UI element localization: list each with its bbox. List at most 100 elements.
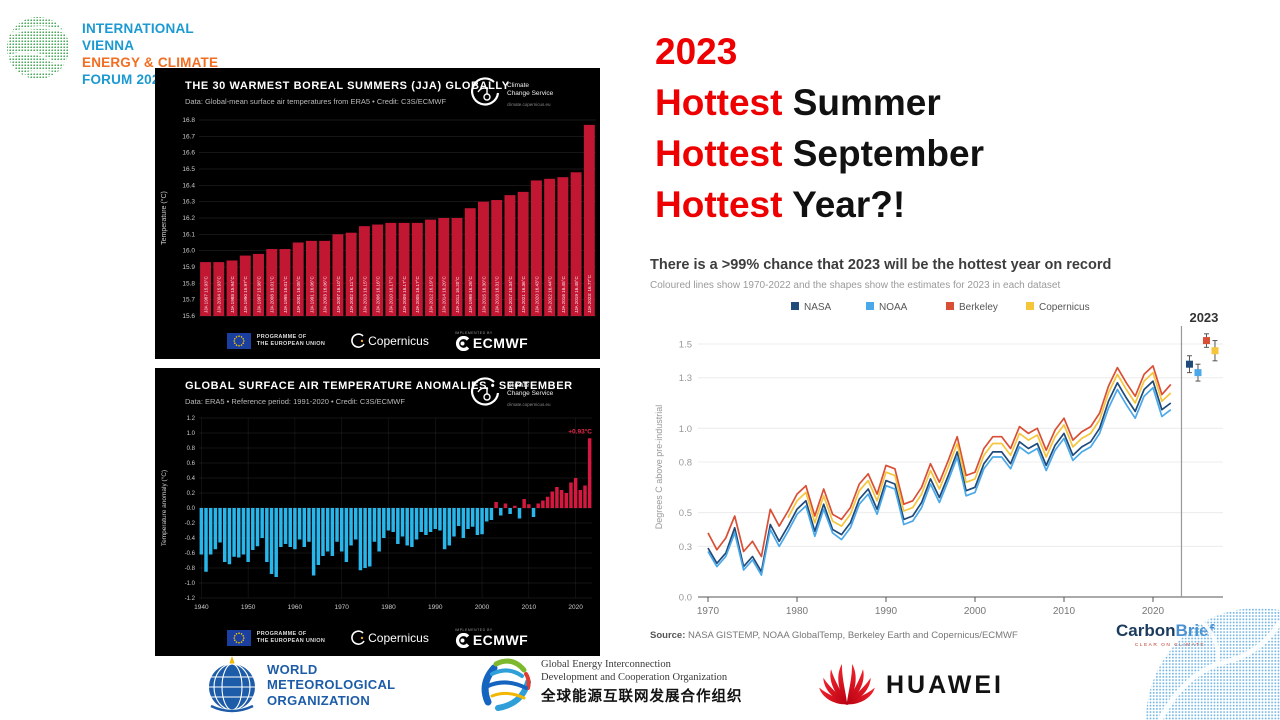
- copernicus-logo: Copernicus: [351, 630, 429, 646]
- svg-text:15.6: 15.6: [182, 313, 195, 320]
- copernicus-wordmark: Copernicus: [368, 631, 429, 645]
- svg-text:JJA 2021 16.36°C: JJA 2021 16.36°C: [521, 275, 526, 313]
- svg-text:0.5: 0.5: [679, 508, 692, 519]
- svg-text:JJA 1991 16.06°C: JJA 1991 16.06°C: [309, 275, 314, 313]
- wmo-name-line3: ORGANIZATION: [267, 692, 371, 708]
- svg-text:0.0: 0.0: [679, 593, 692, 604]
- svg-text:-1.2: -1.2: [185, 596, 196, 602]
- september-bar-chart: -1.2 -1.0 -0.8 -0.6 -0.4 -0.2 0.0 0.2 0.4 0.6 0.8 1…: [160, 416, 592, 611]
- ecmwf-wordmark: ECMWF: [472, 335, 529, 351]
- ecmwf-mark-icon: [455, 335, 470, 351]
- svg-text:JJA 2005 16.17°C: JJA 2005 16.17°C: [415, 275, 420, 313]
- headline-line-4: Hottest Year?!: [655, 179, 984, 230]
- c3s-logo: Climate Change Service climate.copernicu…: [468, 76, 588, 116]
- svg-text:Copernicus: Copernicus: [1039, 302, 1090, 313]
- svg-text:1980: 1980: [381, 604, 396, 611]
- svg-text:1.5: 1.5: [679, 339, 692, 350]
- svg-text:2023: 2023: [1189, 310, 1218, 325]
- eu-programme-logo: PROGRAMME OF THE EUROPEAN UNION: [226, 630, 326, 646]
- wmo-emblem-icon: [209, 656, 255, 713]
- svg-text:1950: 1950: [241, 604, 256, 611]
- svg-text:JJA 2015 16.30°C: JJA 2015 16.30°C: [481, 275, 486, 313]
- c3s-label-line2: Change Service: [507, 90, 554, 97]
- eu-programme-line2: THE EUROPEAN UNION: [256, 638, 326, 644]
- carbonbrief-line-chart: There is a >99% chance that 2023 will be…: [648, 252, 1233, 648]
- svg-text:-0.2: -0.2: [185, 521, 196, 527]
- copernicus-logo: Copernicus: [351, 333, 429, 349]
- september-footer-logos: PROGRAMME OF THE EUROPEAN UNION Copernic…: [155, 628, 600, 648]
- svg-text:0.3: 0.3: [679, 542, 692, 553]
- svg-text:16.1: 16.1: [182, 231, 195, 238]
- svg-text:1960: 1960: [288, 604, 303, 611]
- vienna-forum-logo: INTERNATIONAL VIENNA ENERGY & CLIMATE FO…: [6, 4, 236, 94]
- headline-line-2: Hottest Summer: [655, 77, 984, 128]
- forum-title-line1: INTERNATIONAL VIENNA: [82, 21, 194, 53]
- svg-text:-0.6: -0.6: [185, 551, 196, 557]
- svg-text:JJA 2012 16.19°C: JJA 2012 16.19°C: [428, 275, 433, 313]
- svg-text:15.7: 15.7: [182, 297, 195, 304]
- huawei-flower-icon: [819, 663, 875, 706]
- svg-text:1990: 1990: [428, 604, 443, 611]
- svg-text:JJA 2023: 16.77°C: JJA 2023: 16.77°C: [587, 274, 592, 313]
- svg-text:-1.0: -1.0: [185, 581, 196, 587]
- geidco-name-en: Global Energy Interconnection Developmen…: [541, 658, 743, 684]
- svg-text:JJA 2014 16.20°C: JJA 2014 16.20°C: [442, 275, 447, 313]
- svg-text:16.2: 16.2: [182, 215, 195, 222]
- chart-panel-jja: THE 30 WARMEST BOREAL SUMMERS (JJA) GLOB…: [155, 68, 600, 359]
- svg-text:2010: 2010: [522, 604, 537, 611]
- headline-hottest-1: Hottest: [655, 82, 783, 123]
- copernicus-wordmark: Copernicus: [368, 334, 429, 348]
- svg-text:JJA 2019 16.48°C: JJA 2019 16.48°C: [574, 275, 579, 313]
- svg-text:1970: 1970: [334, 604, 349, 611]
- svg-text:Temperature anomaly (°C): Temperature anomaly (°C): [160, 470, 168, 546]
- svg-text:1970: 1970: [697, 606, 720, 617]
- svg-text:Temperature (°C): Temperature (°C): [160, 191, 168, 245]
- c3s-label-line1: Climate: [507, 382, 530, 389]
- svg-text:16.5: 16.5: [182, 166, 195, 173]
- c3s-logo: Climate Change Service climate.copernicu…: [468, 376, 588, 416]
- eu-programme-line1: PROGRAMME OF: [256, 334, 307, 340]
- geidco-name-en-line1: Global Energy Interconnection: [541, 659, 671, 670]
- svg-text:0.8: 0.8: [679, 458, 692, 469]
- forum-title-line2: ENERGY & CLIMATE: [82, 55, 219, 70]
- svg-text:JJA 2008 16.01°C: JJA 2008 16.01°C: [270, 275, 275, 313]
- svg-text:1.0: 1.0: [187, 431, 196, 437]
- svg-text:JJA 1987 15.93°C: JJA 1987 15.93°C: [203, 275, 208, 313]
- headline: 2023 Hottest Summer Hottest September Ho…: [655, 26, 984, 230]
- svg-text:JJA 1990 15.97°C: JJA 1990 15.97°C: [243, 275, 248, 313]
- eu-programme-logo: PROGRAMME OF THE EUROPEAN UNION: [226, 333, 326, 349]
- svg-text:1.2: 1.2: [187, 416, 196, 422]
- jja-footer-logos: PROGRAMME OF THE EUROPEAN UNION Copernic…: [155, 331, 600, 351]
- svg-text:Source: NASA GISTEMP, NOAA Glo: Source: NASA GISTEMP, NOAA GlobalTemp, B…: [650, 630, 1018, 641]
- wmo-name-line1: WORLD: [267, 661, 318, 677]
- svg-text:0.6: 0.6: [187, 461, 196, 467]
- svg-text:There is a >99% chance that 20: There is a >99% chance that 2023 will be…: [650, 257, 1111, 273]
- jja-chart-subtitle: Data: Global-mean surface air temperatur…: [185, 97, 447, 106]
- svg-text:JJA 1997 15.98°C: JJA 1997 15.98°C: [256, 275, 261, 313]
- ecmwf-logo: IMPLEMENTED BY ECMWF: [455, 331, 528, 351]
- svg-text:CLEAR ON CLIMATE: CLEAR ON CLIMATE: [1135, 642, 1205, 648]
- c3s-crescent-icon: [471, 77, 500, 106]
- svg-text:-0.4: -0.4: [185, 536, 196, 542]
- eu-flag-icon: [226, 333, 251, 349]
- svg-text:15.9: 15.9: [182, 264, 195, 271]
- svg-text:2020: 2020: [568, 604, 583, 611]
- svg-text:JJA 2007 16.10°C: JJA 2007 16.10°C: [336, 275, 341, 313]
- svg-text:1.3: 1.3: [679, 373, 692, 384]
- headline-hottest-3: Hottest: [655, 184, 783, 225]
- svg-text:JJA 1995 16.01°C: JJA 1995 16.01°C: [283, 275, 288, 313]
- jja-bar-chart: 15.6 15.7 15.8 15.9 16.0 16.1 16.2 16.3 16.4 16.5…: [160, 117, 596, 320]
- svg-text:JJA 2010 16.17°C: JJA 2010 16.17°C: [389, 275, 394, 313]
- svg-text:2020: 2020: [1142, 606, 1165, 617]
- svg-text:JJA 2017 16.34°C: JJA 2017 16.34°C: [508, 275, 513, 313]
- eu-programme-line2: THE EUROPEAN UNION: [256, 341, 326, 347]
- svg-text:1990: 1990: [875, 606, 898, 617]
- blue-dotted-globe-icon: [1146, 608, 1280, 720]
- c3s-crescent-icon: [471, 377, 500, 406]
- ecmwf-logo: IMPLEMENTED BY ECMWF: [455, 628, 528, 648]
- svg-text:JJA 2003 16.06°C: JJA 2003 16.06°C: [323, 275, 328, 313]
- c3s-label-line1: Climate: [507, 82, 530, 89]
- huawei-wordmark: HUAWEI: [886, 670, 1004, 699]
- huawei-logo: HUAWEI: [818, 662, 1004, 708]
- headline-line-1: 2023: [655, 26, 984, 77]
